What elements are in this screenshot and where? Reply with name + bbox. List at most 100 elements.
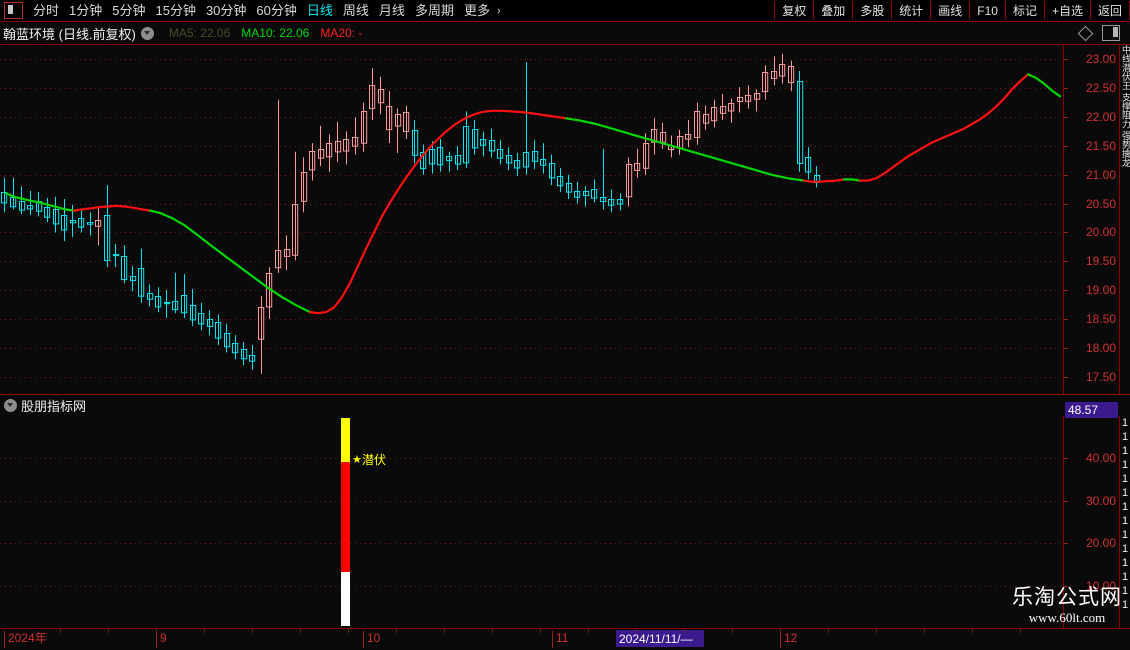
- price-axis-tick: [1064, 348, 1068, 349]
- rail-digit: 1: [1121, 431, 1129, 443]
- split-pane-icon[interactable]: [1102, 25, 1120, 41]
- price-axis-label: 22.50: [1085, 81, 1116, 96]
- price-axis-label: 19.00: [1085, 283, 1116, 298]
- price-axis-label: 20.00: [1085, 225, 1116, 240]
- price-axis-tick: [1064, 377, 1068, 378]
- price-axis-tick: [1064, 204, 1068, 205]
- indicator-axis-label: 10.00: [1085, 578, 1116, 593]
- price-axis-label: 17.50: [1085, 369, 1116, 384]
- rail-digit: 1: [1121, 487, 1129, 499]
- price-axis-tick: [1064, 88, 1068, 89]
- tab-60min[interactable]: 60分钟: [256, 2, 297, 18]
- price-chart-pane[interactable]: [0, 44, 1064, 394]
- button-f10[interactable]: F10: [969, 1, 1006, 20]
- rail-digit: 1: [1121, 459, 1129, 471]
- side-rail-text: 中线潜伏王 支撑阻力 强势擒龙: [1121, 45, 1130, 168]
- date-axis-tick: [108, 629, 109, 633]
- button-draw-line[interactable]: 画线: [930, 1, 971, 20]
- tab-fenshi[interactable]: 分时: [33, 2, 60, 18]
- date-axis-tick: [204, 629, 205, 633]
- selected-date-box: 2024/11/11/—: [616, 630, 704, 647]
- tab-monthly[interactable]: 月线: [378, 2, 405, 18]
- date-axis-tick: [684, 629, 685, 633]
- price-axis-tick: [1064, 232, 1068, 233]
- indicator-axis-label: 20.00: [1085, 536, 1116, 551]
- ma10-value: MA10: 22.06: [241, 26, 310, 40]
- price-axis-label: 20.50: [1085, 196, 1116, 211]
- price-axis-tick: [1064, 146, 1068, 147]
- tab-multi-period[interactable]: 多周期: [414, 2, 454, 18]
- date-axis-tick: [252, 629, 253, 633]
- date-axis-label: 11: [552, 631, 568, 648]
- price-axis-label: 23.00: [1085, 52, 1116, 67]
- top-toolbar: 分时 1分钟 5分钟 15分钟 30分钟 60分钟 日线 周线 月线 多周期 更…: [0, 0, 1130, 22]
- chevron-down-circle-icon[interactable]: [4, 399, 17, 412]
- date-axis-label: 10: [363, 631, 380, 648]
- chevron-right-icon[interactable]: ›: [496, 4, 501, 17]
- star-icon: ★: [352, 453, 362, 466]
- signal-label: 潜伏: [362, 453, 386, 467]
- price-axis-tick: [1064, 290, 1068, 291]
- button-multi-stock[interactable]: 多股: [852, 1, 893, 20]
- indicator-title: 股朋指标网: [21, 399, 87, 414]
- rail-digit: 1: [1121, 543, 1129, 555]
- indicator-current-value: 48.57: [1065, 402, 1118, 418]
- button-statistics[interactable]: 统计: [891, 1, 932, 20]
- tab-more[interactable]: 更多: [463, 2, 490, 18]
- indicator-chart: ★ 潜伏: [0, 418, 1063, 626]
- date-axis-tick: [492, 629, 493, 633]
- button-add-watchlist[interactable]: +自选: [1043, 1, 1091, 20]
- rail-digit: 1: [1121, 529, 1129, 541]
- date-axis-tick: [444, 629, 445, 633]
- tab-1min[interactable]: 1分钟: [69, 2, 103, 18]
- chart-corner-icons: [1077, 25, 1130, 41]
- button-mark[interactable]: 标记: [1004, 1, 1045, 20]
- indicator-y-axis: 40.00 30.00 20.00 10.00: [1064, 416, 1119, 628]
- date-axis-tick: [924, 629, 925, 633]
- pane-toggle-icon[interactable]: [4, 2, 23, 19]
- date-axis-tick: [636, 629, 637, 633]
- date-axis-tick: [1020, 629, 1021, 633]
- tab-5min[interactable]: 5分钟: [112, 2, 146, 18]
- rail-digit: 1: [1121, 557, 1129, 569]
- button-fuquan[interactable]: 复权: [774, 1, 815, 20]
- price-axis-label: 18.00: [1085, 340, 1116, 355]
- date-axis-tick: [60, 629, 61, 633]
- price-axis-label: 19.50: [1085, 254, 1116, 269]
- stock-info-bar: 翰蓝环境 (日线.前复权) MA5: 22.06 MA10: 22.06 MA2…: [0, 22, 1130, 44]
- ma5-value: MA5: 22.06: [168, 26, 231, 40]
- date-axis: 2024年 9 10 11 12 2024/11/11/—: [0, 628, 1130, 650]
- price-axis-label: 22.00: [1085, 110, 1116, 125]
- toolbar-actions: 复权 叠加 多股 统计 画线 F10 标记 +自选 返回: [774, 0, 1130, 22]
- indicator-axis-tick: [1064, 458, 1068, 459]
- date-axis-tick: [540, 629, 541, 633]
- tab-15min[interactable]: 15分钟: [155, 2, 196, 18]
- diamond-icon[interactable]: [1077, 25, 1094, 41]
- date-axis-tick: [588, 629, 589, 633]
- tab-weekly[interactable]: 周线: [342, 2, 369, 18]
- price-axis-tick: [1064, 319, 1068, 320]
- tab-daily[interactable]: 日线: [306, 2, 333, 18]
- rail-digit: 1: [1121, 599, 1129, 611]
- rail-digit: 1: [1121, 571, 1129, 583]
- rail-digit: 1: [1121, 445, 1129, 457]
- date-axis-tick: [732, 629, 733, 633]
- price-axis-tick: [1064, 261, 1068, 262]
- chevron-down-circle-icon[interactable]: [140, 26, 154, 40]
- button-return[interactable]: 返回: [1089, 1, 1130, 20]
- indicator-axis-label: 30.00: [1085, 493, 1116, 508]
- price-axis-label: 21.50: [1085, 138, 1116, 153]
- button-overlay[interactable]: 叠加: [813, 1, 854, 20]
- price-y-axis: 23.00 22.50 22.00 21.50 21.00 20.50 20.00 19.50…: [1064, 44, 1119, 394]
- tab-30min[interactable]: 30分钟: [205, 2, 247, 18]
- ma20-value: MA20: -: [320, 26, 363, 40]
- rail-digit: 1: [1121, 585, 1129, 597]
- price-axis-tick: [1064, 117, 1068, 118]
- indicator-chart-pane[interactable]: ★ 潜伏: [0, 416, 1064, 628]
- date-axis-tick: [300, 629, 301, 633]
- indicator-axis-tick: [1064, 586, 1068, 587]
- indicator-header: 股朋指标网: [0, 394, 1130, 416]
- rail-digit: 1: [1121, 473, 1129, 485]
- date-axis-tick: [780, 629, 781, 633]
